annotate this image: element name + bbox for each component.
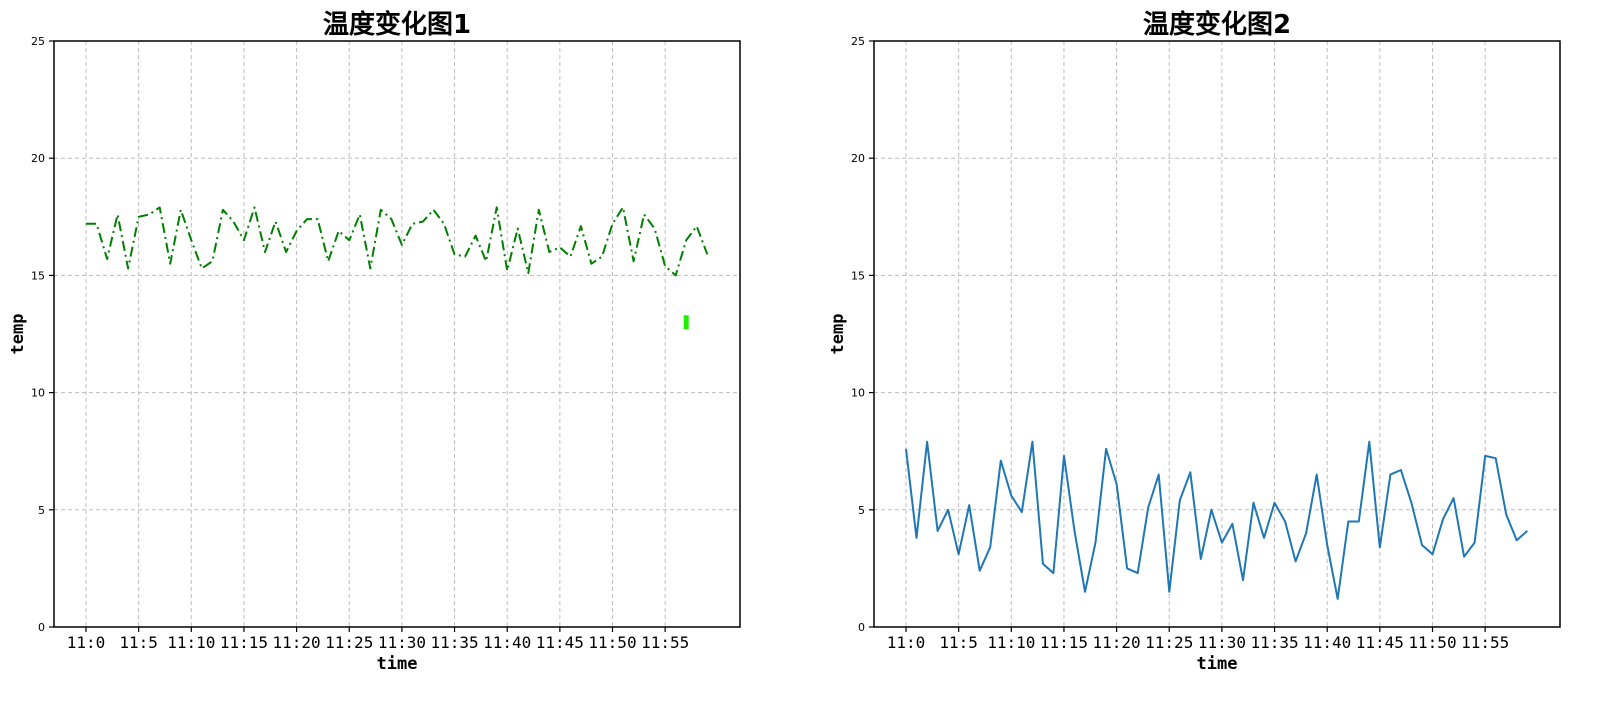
series-line [86,206,709,277]
x-tick-label: 11:50 [1408,633,1456,652]
y-axis-label: temp [8,314,28,355]
plot-frame [53,40,741,628]
x-tick-label: 11:15 [1040,633,1088,652]
x-tick-label: 11:45 [536,633,584,652]
y-tick-label: 15 [851,269,865,282]
x-tick-label: 11:10 [987,633,1035,652]
x-tick-label: 11:40 [483,633,531,652]
y-tick-label: 5 [858,504,865,517]
x-tick-label: 11:45 [1356,633,1404,652]
chart-title: 温度变化图1 [323,9,471,40]
series-line [905,440,1528,600]
chart-right: 0 5 10 15 20 25 11:0 11:5 11:10 11:15 11:20 11:25 11… [828,9,1561,674]
x-tick-label: 11:55 [1461,633,1509,652]
x-tick-label: 11:10 [167,633,215,652]
y-tick-label: 10 [31,387,45,400]
y-tick-label: 25 [851,35,865,48]
x-axis-label: time [1197,654,1238,674]
x-tick-label: 11:35 [430,633,478,652]
y-tick-label: 0 [858,621,865,634]
y-tick-label: 25 [31,35,45,48]
plot-frame [873,40,1561,628]
y-tick-label: 20 [31,152,45,165]
x-axis-label: time [377,654,418,674]
x-tick-label: 11:30 [1198,633,1246,652]
x-tick-label: 11:5 [119,633,158,652]
y-tick-label: 10 [851,387,865,400]
x-tick-label: 11:0 [67,633,106,652]
x-tick-label: 11:0 [887,633,926,652]
y-tick-label: 0 [38,621,45,634]
y-tick-label: 15 [31,269,45,282]
x-tick-label: 11:25 [1145,633,1193,652]
chart-left: 0 5 10 15 20 25 11:0 11:5 11:10 11:15 11:20 11:25 11… [8,9,741,674]
y-tick-label: 20 [851,152,865,165]
x-tick-label: 11:30 [378,633,426,652]
x-tick-label: 11:15 [220,633,268,652]
x-tick-label: 11:50 [588,633,636,652]
y-axis-label: temp [828,314,848,355]
chart-title: 温度变化图2 [1143,9,1291,40]
x-tick-label: 11:55 [641,633,689,652]
x-tick-label: 11:20 [273,633,321,652]
x-tick-label: 11:40 [1303,633,1351,652]
x-tick-label: 11:5 [939,633,978,652]
x-tick-label: 11:20 [1093,633,1141,652]
x-tick-label: 11:35 [1250,633,1298,652]
marker-bar [683,315,689,330]
x-tick-label: 11:25 [325,633,373,652]
y-tick-label: 5 [38,504,45,517]
